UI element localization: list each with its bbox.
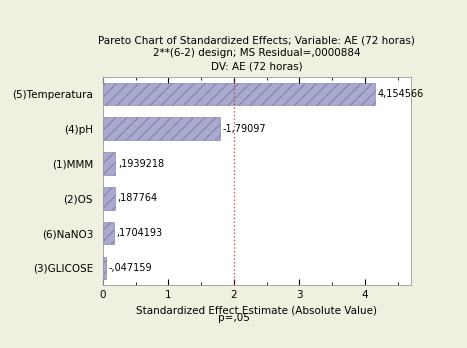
Text: ,1939218: ,1939218 [118,159,164,168]
Bar [103,152,115,175]
Text: ,187764: ,187764 [118,193,158,203]
Text: 4,154566: 4,154566 [378,89,424,99]
Text: -1,79097: -1,79097 [223,124,267,134]
Text: -,047159: -,047159 [108,263,152,273]
Text: p=,05: p=,05 [218,313,250,323]
Bar [103,83,375,105]
Bar [103,257,106,279]
Bar [103,222,114,245]
Bar [103,187,115,209]
X-axis label: Standardized Effect Estimate (Absolute Value): Standardized Effect Estimate (Absolute V… [136,306,377,316]
Title: Pareto Chart of Standardized Effects; Variable: AE (72 horas)
2**(6-2) design; M: Pareto Chart of Standardized Effects; Va… [99,35,415,72]
Bar [103,118,220,140]
Text: ,1704193: ,1704193 [117,228,163,238]
